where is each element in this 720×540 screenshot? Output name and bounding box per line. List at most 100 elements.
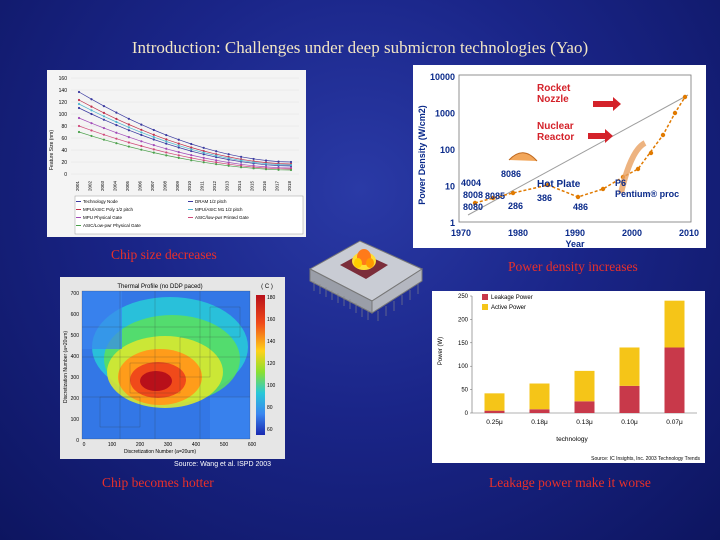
leakage-bar (529, 409, 550, 413)
feature-xtick: 2008 (162, 180, 167, 191)
thermal-ylabel: Discretization Number (a=20um) (63, 331, 69, 403)
chip-label: 486 (573, 202, 588, 212)
active-bar (664, 300, 685, 348)
chip-label: 4004 (461, 178, 481, 188)
thermal-xlabel: Discretization Number (a=20um) (124, 449, 196, 455)
feature-ytick: 100 (59, 112, 68, 118)
feature-legend-item: MPU Physical Gate (83, 215, 123, 220)
chip-label: 8086 (501, 169, 521, 179)
thermal-xtick: 0 (83, 442, 86, 448)
active-bar (619, 347, 640, 386)
feature-xtick: 2017 (275, 180, 280, 191)
leakage-category: 0.10μ (621, 419, 638, 426)
power-xtick: 2000 (622, 228, 642, 238)
feature-xtick: 2010 (187, 180, 192, 191)
feature-xtick: 2002 (87, 180, 92, 191)
thermal-scale-label: 180 (267, 295, 276, 301)
feature-xtick: 2013 (225, 180, 230, 191)
leakage-category: 0.07μ (666, 419, 683, 426)
feature-series-line (78, 125, 292, 170)
leakage-xlabel: technology (556, 436, 588, 443)
power-ylabel: Power Density (W/cm2) (417, 105, 427, 205)
feature-xtick: 2012 (212, 180, 217, 191)
nuclear-annotation: Nuclear Reactor (537, 121, 613, 143)
power-ytick: 1 (450, 218, 455, 228)
chip-label: 386 (537, 193, 552, 203)
leakage-bar (484, 410, 505, 413)
feature-series-line (78, 107, 292, 167)
leakage-bar (664, 347, 685, 413)
thermal-xtick: 200 (136, 442, 145, 448)
leakage-ytick: 0 (465, 411, 469, 417)
thermal-profile-chart: Thermal Profile (no DDP paced) ( C ) Dis… (60, 277, 285, 459)
power-point (490, 195, 496, 201)
leakage-ylabel: Power (W) (438, 337, 444, 365)
thermal-colorbar (256, 295, 265, 435)
feature-series-line (78, 131, 292, 171)
power-xlabel: Year (565, 239, 585, 248)
feature-xtick: 2015 (250, 180, 255, 191)
thermal-scale-label: 160 (267, 317, 276, 323)
chip-label: 8085 (485, 191, 505, 201)
thermal-xtick: 400 (192, 442, 201, 448)
caption-leakage: Leakage power make it worse (489, 475, 651, 490)
feature-series-line (78, 91, 292, 163)
thermal-xtick: 300 (164, 442, 173, 448)
thermal-ytick: 100 (71, 417, 80, 423)
power-ytick: 10000 (430, 72, 455, 82)
power-point (672, 110, 678, 116)
feature-ytick: 60 (61, 136, 67, 142)
leakage-ytick: 150 (458, 341, 469, 347)
caption-hotter: Chip becomes hotter (102, 475, 214, 490)
feature-xtick: 2003 (100, 180, 105, 191)
thermal-scale-label: 60 (267, 427, 273, 433)
power-xtick: 1970 (451, 228, 471, 238)
leakage-ytick: 50 (461, 388, 468, 394)
feature-xtick: 2018 (287, 180, 292, 191)
leakage-bar (619, 385, 640, 413)
power-point (510, 190, 516, 196)
feature-series-line (78, 99, 292, 165)
power-xticks: 1970 1980 1990 2000 2010 (451, 228, 699, 238)
chip-label: 286 (508, 201, 523, 211)
power-point (545, 182, 551, 188)
leakage-ytick: 200 (458, 317, 469, 323)
power-point (660, 132, 666, 138)
active-bar (529, 383, 550, 410)
thermal-unit: ( C ) (261, 284, 273, 290)
thermal-scale-label: 140 (267, 339, 276, 345)
power-ytick: 1000 (435, 109, 455, 119)
chip-label: 8080 (463, 202, 483, 212)
power-point (635, 166, 641, 172)
thermal-ytick: 200 (71, 396, 80, 402)
thermal-ytick: 0 (76, 438, 79, 444)
feature-series-line (78, 117, 292, 169)
p6-label: P6 Pentium® proc (615, 178, 679, 199)
power-xtick: 1990 (565, 228, 585, 238)
feature-ytick: 160 (59, 76, 68, 82)
leakage-ytick: 250 (458, 294, 469, 300)
thermal-ytick: 300 (71, 375, 80, 381)
feature-xtick: 2014 (237, 180, 242, 191)
feature-xticks: 2001 2002 2003 2004 2005 2006 2007 2008 2009 2010… (75, 180, 292, 191)
feature-legend-item: Technology Node (83, 199, 118, 204)
caption-chip-size: Chip size decreases (111, 247, 217, 262)
hotplate-label: Hot Plate (537, 179, 581, 190)
power-xtick: 2010 (679, 228, 699, 238)
leakage-source: Source: IC Insights, Inc. 2003 Technolog… (591, 456, 700, 462)
feature-legend-item: MPU/ASIC Poly 1/2 pitch (83, 207, 134, 212)
leakage-category: 0.18μ (531, 419, 548, 426)
feature-size-chart: Feature Size (nm) 160 140 120 100 80 60 40 20 0 … (47, 70, 306, 237)
thermal-scale-label: 100 (267, 383, 276, 389)
leakage-legend-item: Active Power (491, 305, 526, 311)
feature-series-line (78, 103, 292, 166)
power-point (575, 194, 581, 200)
power-ytick: 10 (445, 182, 455, 192)
feature-ytick: 120 (59, 100, 68, 106)
feature-xtick: 2009 (175, 180, 180, 191)
caption-power-density: Power density increases (508, 259, 638, 274)
active-bar (574, 370, 595, 402)
feature-ytick: 80 (61, 124, 67, 130)
